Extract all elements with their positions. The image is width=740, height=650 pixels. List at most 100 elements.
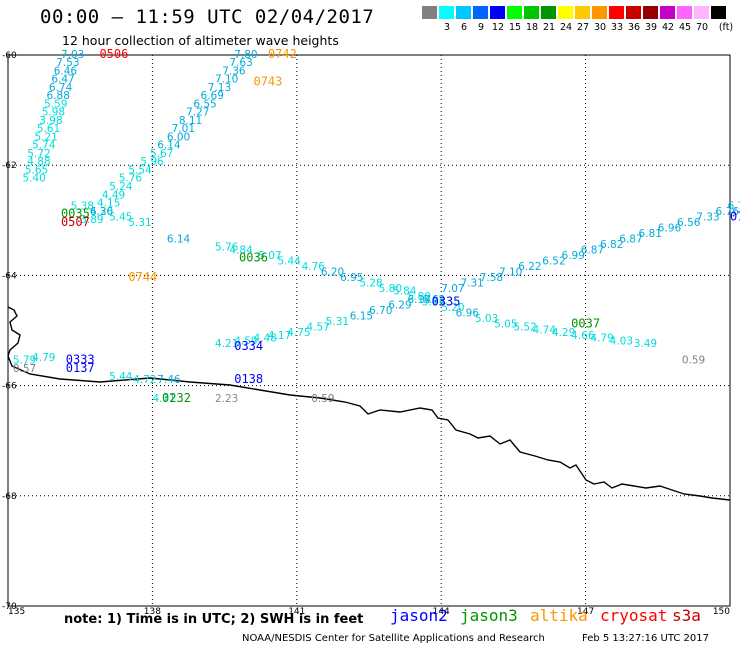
swh-value: 6.96 xyxy=(456,308,480,320)
swh-value: 3.89 xyxy=(80,214,103,226)
swh-value: 5.20 xyxy=(441,302,464,314)
swh-value: 5.98 xyxy=(42,107,65,119)
swh-value: 3.49 xyxy=(634,338,657,350)
swh-value: 6.81 xyxy=(639,228,662,240)
footnote: note: 1) Time is in UTC; 2) SWH is in fe… xyxy=(64,612,364,627)
scale-swatch xyxy=(456,6,471,19)
swh-value: 6.46 xyxy=(54,65,78,77)
swh-value: 5.61 xyxy=(37,123,60,135)
swh-value: 7.58 xyxy=(480,272,503,284)
swh-value: 4.59 xyxy=(234,335,257,347)
swh-value: 5.40 xyxy=(22,173,45,185)
scale-swatch xyxy=(643,6,658,19)
swh-value: 6.87 xyxy=(619,233,642,245)
swh-value: 4.74 xyxy=(533,324,557,336)
swh-value: 5.31 xyxy=(128,217,151,229)
swh-value: 5.24 xyxy=(109,181,133,193)
swh-value: 6.56 xyxy=(677,217,701,229)
legend-item-jason2: jason2 xyxy=(390,606,448,625)
swh-value: 7.27 xyxy=(186,107,209,119)
swh-value: 6.70 xyxy=(369,305,392,317)
swh-value: 7.07 xyxy=(441,283,464,295)
scale-swatch xyxy=(626,6,641,19)
swh-value: 5.72 xyxy=(27,148,50,160)
scale-swatch xyxy=(439,6,454,19)
swh-value: 5.05 xyxy=(494,319,517,331)
scale-swatch xyxy=(524,6,539,19)
swh-value: 0.57 xyxy=(13,363,36,375)
scale-unit: (ft) xyxy=(718,22,734,33)
legend-item-altika: altika xyxy=(530,606,588,625)
swh-value: 7.10 xyxy=(215,74,238,86)
swh-value: 5.44 xyxy=(278,255,302,267)
swh-value: 4.75 xyxy=(287,327,310,339)
swh-value: 4.48 xyxy=(253,333,276,345)
swh-value: 5.07 xyxy=(258,250,281,262)
lon-tick-label: 141 xyxy=(288,607,305,617)
swh-value: 7.36 xyxy=(222,65,246,77)
swh-value: 5.96 xyxy=(140,156,164,168)
swh-value: 6.87 xyxy=(581,244,604,256)
swh-value: 4.84 xyxy=(229,244,253,256)
pass-time-label: 0744 xyxy=(128,270,157,284)
lon-tick-label: 144 xyxy=(433,607,450,617)
swh-value: 4.57 xyxy=(306,322,329,334)
swh-value: 5.44 xyxy=(109,371,133,383)
swh-value: 5.21 xyxy=(34,131,57,143)
swh-value: 5.52 xyxy=(513,322,536,334)
swh-value: 6.36 xyxy=(90,206,114,218)
swh-value: 5.03 xyxy=(475,313,498,325)
swh-value: 4.66 xyxy=(571,330,595,342)
coastline xyxy=(7,306,731,501)
swh-value: 4.17 xyxy=(268,330,291,342)
lat-tick-label: -68 xyxy=(2,492,17,502)
lat-tick-label: -60 xyxy=(2,51,17,61)
swh-value: 6.96 xyxy=(658,222,682,234)
swh-value: 6.15 xyxy=(350,310,373,322)
swh-value: 6.14 xyxy=(408,294,432,306)
pass-time-label: 0506 xyxy=(99,47,128,61)
swh-value: 5.80 xyxy=(379,283,402,295)
swh-value: 4.15 xyxy=(97,198,120,210)
swh-value: 6.76 xyxy=(728,200,740,212)
scale-swatch xyxy=(541,6,556,19)
lon-tick-label: 138 xyxy=(144,607,161,617)
scale-swatch xyxy=(711,6,726,19)
scale-label: 15 xyxy=(508,22,522,33)
swh-value: 7.80 xyxy=(234,49,257,61)
legend-item-jason3: jason3 xyxy=(460,606,518,625)
scale-label: 27 xyxy=(576,22,590,33)
scale-swatch xyxy=(558,6,573,19)
swh-value: 6.14 xyxy=(167,233,191,245)
swh-value: 6.22 xyxy=(518,261,541,273)
swh-value: 4.20 xyxy=(90,206,113,218)
swh-value: 6.99 xyxy=(562,250,585,262)
scale-swatch xyxy=(473,6,488,19)
swh-value: 7.63 xyxy=(229,57,252,69)
scale-label: 3 xyxy=(443,22,451,33)
credit-line: NOAA/NESDIS Center for Satellite Applica… xyxy=(242,633,545,644)
scale-label: 24 xyxy=(559,22,573,33)
pass-time-label: 0036 xyxy=(239,251,268,265)
swh-value: 4.03 xyxy=(610,335,633,347)
swh-value: 4.88 xyxy=(27,156,50,168)
swh-value: 6.76 xyxy=(716,206,740,218)
swh-value: 5.80 xyxy=(408,291,431,303)
scale-label: 30 xyxy=(593,22,607,33)
scale-swatch xyxy=(592,6,607,19)
swh-value: 6.82 xyxy=(600,239,623,251)
scale-swatch xyxy=(694,6,709,19)
scale-label: 33 xyxy=(610,22,624,33)
scale-label: 42 xyxy=(661,22,675,33)
pass-time-label: 0335 xyxy=(432,295,461,309)
scale-swatch xyxy=(677,6,692,19)
scale-label: 6 xyxy=(460,22,468,33)
scale-label: 9 xyxy=(477,22,485,33)
swh-value: 7.03 xyxy=(61,49,84,61)
swh-value: 7.33 xyxy=(696,211,719,223)
swh-value: 6.95 xyxy=(340,272,363,284)
swh-value: 5.67 xyxy=(150,148,173,160)
scale-swatch xyxy=(609,6,624,19)
